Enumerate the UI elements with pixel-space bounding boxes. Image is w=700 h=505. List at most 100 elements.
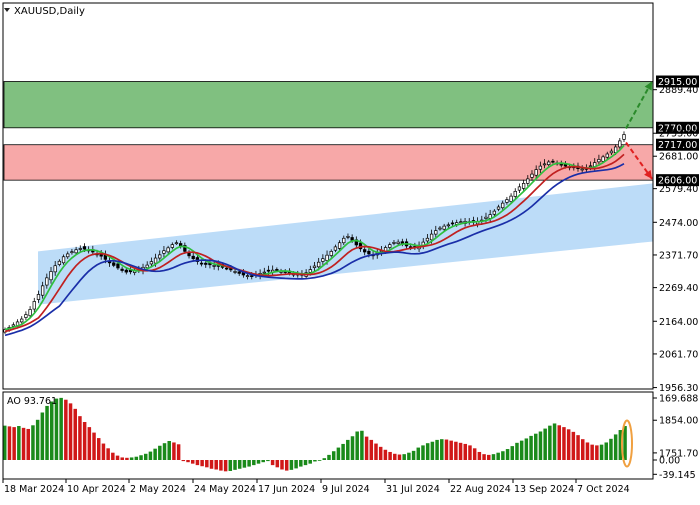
ao-bar	[299, 460, 303, 467]
candle	[526, 178, 530, 184]
ao-bar	[444, 439, 449, 460]
scenario-up-arrow	[625, 81, 653, 129]
candle	[333, 246, 338, 251]
candle	[191, 255, 195, 260]
candle	[551, 160, 555, 163]
candle	[237, 271, 241, 274]
ao-bar	[162, 443, 167, 460]
ao-bar	[115, 455, 120, 460]
ao-bar	[468, 445, 472, 460]
main-pane[interactable]	[3, 81, 654, 337]
ao-bar	[548, 425, 552, 460]
ao-bar	[73, 408, 77, 460]
ao-bar	[566, 429, 571, 460]
ao-tick-label: 0.00	[659, 456, 680, 467]
candle	[174, 242, 179, 245]
ao-bar	[195, 460, 200, 466]
candle	[57, 260, 62, 265]
ao-bar	[613, 434, 618, 460]
candle	[622, 134, 626, 140]
ao-bar	[167, 441, 171, 460]
ao-bar	[313, 460, 317, 462]
candle	[509, 195, 513, 202]
ao-bar	[421, 445, 425, 460]
price-tag-box	[656, 75, 699, 88]
ao-bar	[111, 452, 115, 460]
ao-bar	[247, 460, 251, 467]
ao-bar	[294, 460, 298, 469]
candle	[442, 225, 446, 230]
ao-bar	[562, 427, 566, 460]
candle	[204, 262, 208, 265]
arrowhead-icon	[644, 81, 652, 91]
ao-pane-frame	[2, 391, 654, 480]
x-tick-label: 22 Aug 2024	[450, 484, 511, 495]
candle	[275, 269, 279, 271]
candle	[49, 271, 53, 281]
ao-label: AO 93.761	[7, 396, 57, 407]
candle	[429, 233, 434, 241]
candle	[342, 237, 346, 244]
ao-bar	[190, 460, 195, 464]
ao-bar	[17, 426, 21, 460]
candle	[434, 230, 438, 235]
ao-bar	[472, 448, 477, 460]
ao-bar	[336, 447, 341, 460]
y-tick-label: 2061.70	[659, 349, 698, 360]
ao-bar	[45, 405, 49, 460]
triangle-down-icon[interactable]	[4, 8, 10, 12]
y-tick-label: 1751.70	[659, 448, 698, 459]
price-tag-label: 2753.00	[659, 129, 698, 140]
ao-tick-label: -39.145	[659, 470, 696, 481]
ao-bar	[482, 454, 486, 460]
support-target-zone	[3, 144, 654, 181]
ao-bar	[275, 460, 280, 468]
price-tag-label: 2889.40	[659, 85, 698, 96]
ao-bar	[205, 460, 209, 468]
ao-bar	[87, 427, 92, 460]
candle	[505, 199, 509, 203]
candle	[74, 249, 78, 254]
ao-bar	[181, 460, 186, 462]
ao-bar	[463, 443, 468, 460]
ao-bar	[557, 425, 562, 460]
chart-title: XAUUSD,Daily	[14, 6, 85, 17]
candle	[166, 247, 170, 253]
ao-bar	[3, 425, 7, 460]
candle	[496, 206, 501, 210]
ao-bar	[378, 446, 383, 460]
ao-bar	[256, 460, 261, 464]
ao-bar	[209, 460, 214, 469]
candle	[580, 168, 584, 171]
ao-bar	[416, 447, 421, 460]
candle	[396, 241, 400, 244]
moving-average-line	[4, 144, 625, 331]
moving-average-line	[4, 153, 625, 333]
moving-average-line	[4, 163, 625, 337]
ao-bar	[571, 431, 576, 460]
ao-bar	[7, 426, 12, 460]
ao-bar	[524, 438, 529, 460]
ao-bar	[519, 440, 524, 460]
candle	[484, 216, 488, 219]
candle	[212, 265, 216, 267]
chart-header[interactable]: XAUUSD,Daily	[4, 6, 85, 17]
candle	[40, 285, 45, 296]
ao-bar	[78, 416, 82, 460]
y-tick-label: 2164.00	[659, 317, 698, 328]
y-tick-label: 2579.40	[659, 184, 698, 195]
candle	[513, 190, 517, 197]
ao-bar	[346, 439, 350, 460]
ao-bar	[54, 398, 59, 460]
ao-pane[interactable]	[3, 397, 633, 472]
candle	[36, 294, 41, 300]
ao-bar	[49, 401, 54, 460]
ao-bar	[458, 442, 463, 460]
ao-bar	[515, 442, 519, 460]
ao-bar	[552, 423, 557, 460]
candle	[28, 309, 32, 317]
ao-bar	[393, 453, 397, 460]
ao-bar	[214, 460, 218, 470]
